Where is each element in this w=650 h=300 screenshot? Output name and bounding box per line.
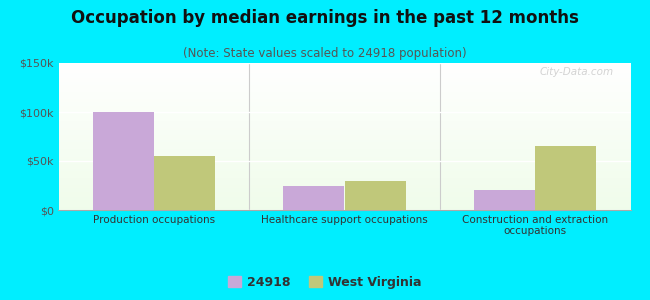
Bar: [154, 156, 215, 210]
Bar: [283, 185, 344, 210]
Text: Occupation by median earnings in the past 12 months: Occupation by median earnings in the pas…: [71, 9, 579, 27]
Text: City-Data.com: City-Data.com: [540, 68, 614, 77]
Bar: [93, 112, 154, 210]
Legend: 24918, West Virginia: 24918, West Virginia: [224, 271, 426, 294]
Text: (Note: State values scaled to 24918 population): (Note: State values scaled to 24918 popu…: [183, 46, 467, 59]
Bar: [344, 181, 406, 210]
Bar: [535, 146, 596, 210]
Bar: [474, 190, 535, 210]
